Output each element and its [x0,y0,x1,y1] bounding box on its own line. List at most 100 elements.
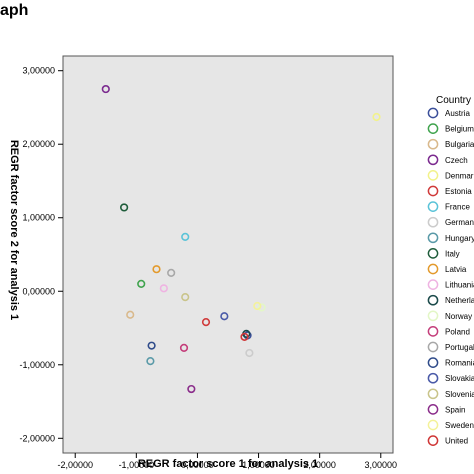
legend-marker [427,138,439,150]
legend-marker [427,419,439,431]
legend-marker [427,279,439,290]
legend-label: Portugal [445,343,474,352]
legend-label: Lithuania [445,281,474,290]
legend-label: Latvia [445,265,467,274]
legend-item-lithuania: Lithuania [427,279,474,290]
legend-marker [427,263,439,275]
x-tick-label: -2,00000 [57,460,93,470]
data-point-bulgaria [126,310,135,319]
x-tick-label: 1,00000 [242,460,275,470]
legend-marker [427,185,439,197]
data-point-italy [120,203,129,212]
data-point-denmark [372,112,381,122]
data-point-slovakia [220,312,229,321]
legend-label: Norway [445,312,472,321]
legend-item-belgium: Belgium [427,123,474,134]
x-tick-label: 3,00000 [365,460,398,470]
legend-label: Hungary [445,234,474,243]
y-tick-label: -1,00000 [19,360,55,370]
x-axis-title: REGR factor score 1 for analysis 1 [138,458,318,470]
legend-label: United [445,437,468,446]
y-tick-label: -2,00000 [19,433,55,443]
data-point-slovenia [181,293,190,302]
data-point-belgium [137,279,146,289]
legend-item-slovakia: Slovakia [427,372,474,384]
legend-label: Czech [445,156,468,165]
legend-label: Estonia [445,187,472,196]
data-point-romania [147,341,156,350]
legend-marker [427,294,439,306]
legend-label: Germany [445,218,474,227]
data-point-norway [257,303,266,312]
legend-item-slovenia: Slovenia [427,388,474,400]
legend-label: Bulgaria [445,140,474,149]
legend-marker [427,201,439,212]
data-points [101,84,381,394]
data-point-united [240,332,249,341]
data-point-latvia [152,265,161,274]
data-point-czech [101,84,110,94]
legend-label: Slovenia [445,390,474,399]
legend-marker [427,435,439,446]
legend-item-denmark: Denmark [427,170,474,181]
legend-label: Denmark [445,171,474,180]
legend-marker [427,154,439,166]
legend-marker [427,107,439,119]
legend-label: Romania [445,359,474,368]
legend-marker [427,232,439,244]
y-tick-label: 3,00000 [22,66,55,76]
legend-label: Austria [445,109,470,118]
legend-items: Austria Belgium Bulgaria Czech Denmark Estoni… [427,107,474,446]
data-point-portugal [167,268,176,277]
legend-marker [427,310,439,322]
legend-marker [427,216,439,228]
y-axis-title: REGR factor score 2 for analysis 1 [8,140,20,320]
legend-label: Spain [445,405,465,414]
legend-label: Italy [445,249,460,258]
plot-area [62,55,394,454]
legend-item-italy: Italy [427,248,460,259]
legend-marker [427,170,439,181]
legend-label: Poland [445,327,470,336]
legend-marker [427,372,439,384]
legend-item-poland: Poland [427,326,470,337]
legend-label: Slovakia [445,374,474,383]
x-tick-label: -1,00000 [119,460,155,470]
data-point-lithuania [159,284,168,293]
legend-item-germany: Germany [427,216,474,228]
data-point-estonia [201,318,211,327]
legend-item-united: United [427,435,468,446]
x-axis-ticks: -2,00000 -1,00000 0,00000 1,00000 2,00000 3,0… [57,453,397,470]
data-point-spain [187,384,196,394]
legend-item-france: France [427,201,470,212]
legend-item-czech: Czech [427,154,468,166]
legend: Country Austria Belgium Bulgaria Czech Denma… [427,95,474,446]
legend-marker [427,248,439,259]
legend-title: Country [436,95,471,106]
legend-marker [427,123,439,134]
legend-item-portugal: Portugal [427,341,474,353]
data-point-france [181,232,190,241]
y-tick-label: 1,00000 [22,213,55,223]
legend-item-romania: Romania [427,357,474,368]
legend-marker [427,326,439,337]
legend-marker [427,341,439,353]
legend-item-netherlands: Netherlands [427,294,474,306]
data-point-sweden [253,301,262,311]
legend-label: France [445,203,470,212]
legend-label: Sweden [445,421,474,430]
data-point-poland [179,343,189,352]
y-tick-label: 0,00000 [22,286,55,296]
legend-marker [427,388,439,400]
x-tick-label: 0,00000 [181,460,214,470]
legend-label: Belgium [445,125,474,134]
legend-item-latvia: Latvia [427,263,467,275]
legend-item-austria: Austria [427,107,470,119]
legend-item-hungary: Hungary [427,232,474,244]
y-axis-ticks: -2,00000 -1,00000 0,00000 1,00000 2,00000 3,0… [19,66,63,443]
legend-item-estonia: Estonia [427,185,472,197]
x-tick-label: 2,00000 [303,460,336,470]
y-tick-label: 2,00000 [22,139,55,149]
legend-label: Netherlands [445,296,474,305]
